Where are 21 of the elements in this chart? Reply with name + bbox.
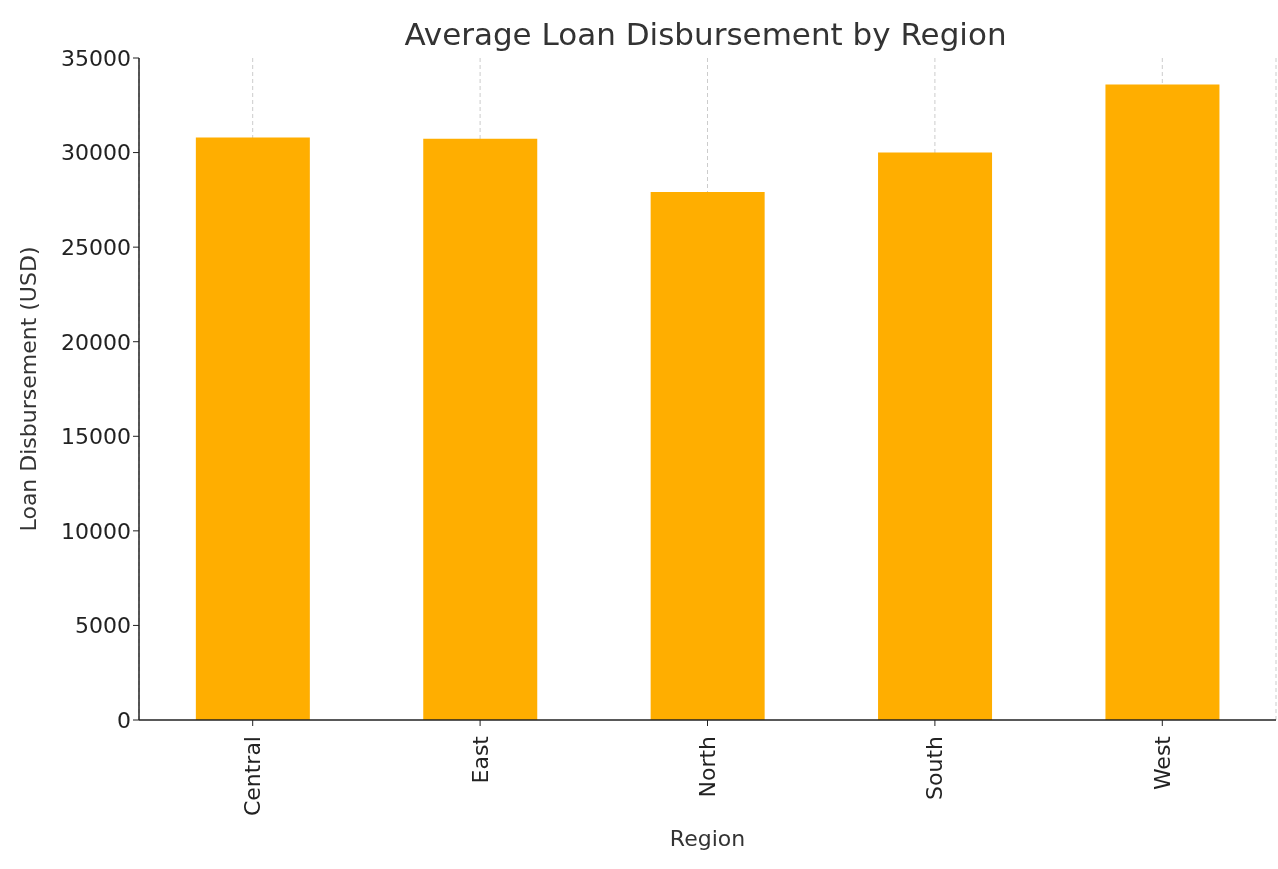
y-tick-label: 5000 [75,613,131,639]
y-axis-title: Loan Disbursement (USD) [15,246,41,532]
bar [1105,84,1220,720]
x-tick-label: South [922,736,948,800]
y-tick-label: 0 [117,707,131,733]
y-tick-label: 30000 [61,140,131,166]
bar [878,152,993,720]
y-tick-label: 15000 [61,424,131,450]
bar [650,192,765,720]
x-tick-label: East [467,735,493,784]
y-tick-label: 25000 [61,234,131,260]
x-tick-label: Central [240,736,266,817]
x-axis-title: Region [669,826,746,851]
bar [195,137,310,720]
x-tick-label: North [695,736,720,798]
y-tick-label: 35000 [61,45,131,71]
y-tick-label: 10000 [61,518,131,544]
y-tick-label: 20000 [61,329,131,355]
x-tick-label: West [1149,735,1175,791]
bar [423,138,538,720]
chart-title: Average Loan Disbursement by Region [403,16,1008,52]
